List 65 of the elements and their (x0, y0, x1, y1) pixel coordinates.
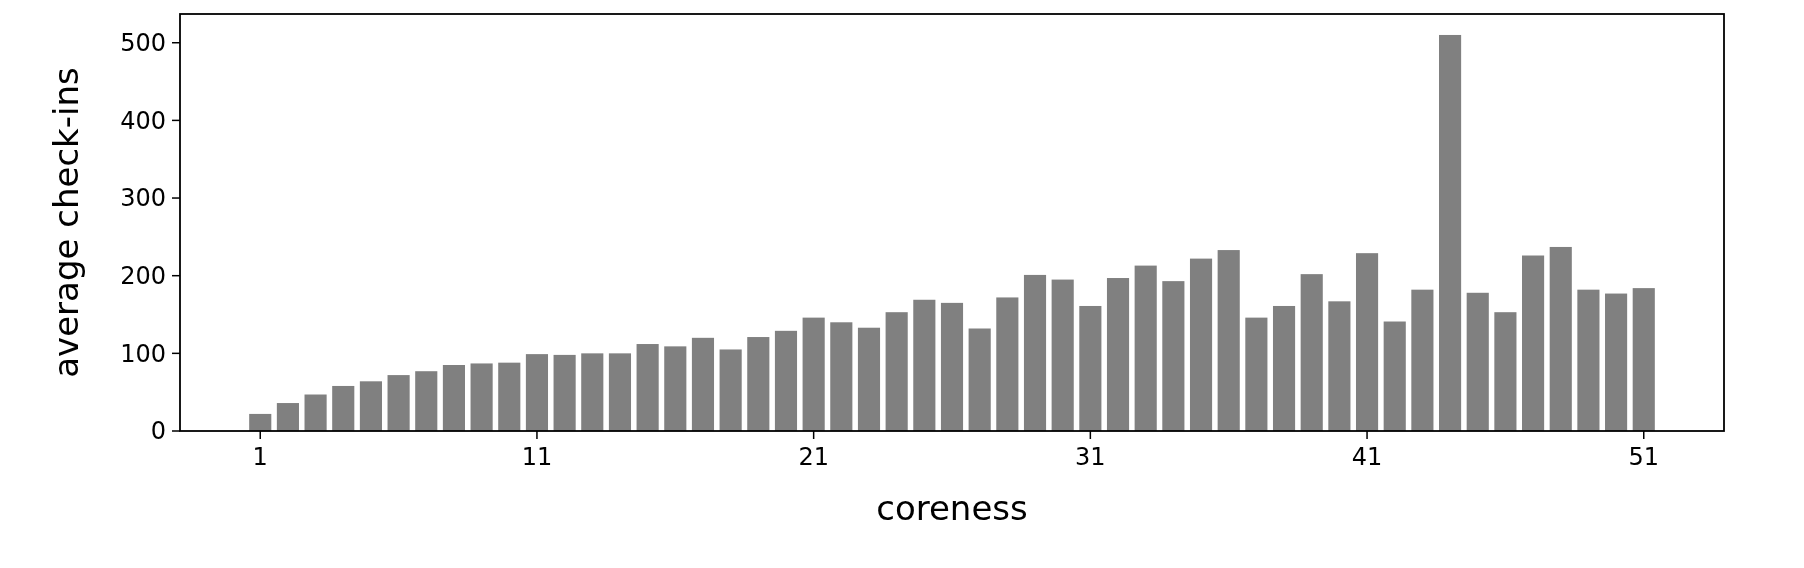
bar (1632, 288, 1655, 431)
y-tick-label: 0 (150, 417, 166, 446)
bar (1466, 292, 1489, 431)
bar (1079, 305, 1102, 431)
bar (1383, 321, 1406, 431)
bar (885, 312, 908, 431)
y-tick-label: 100 (120, 339, 166, 368)
x-axis-title: coreness (876, 488, 1028, 528)
bar (664, 346, 687, 431)
bar (553, 354, 576, 431)
bar (1577, 289, 1600, 431)
bar (1300, 274, 1323, 431)
bar (747, 337, 770, 431)
bar (1134, 265, 1157, 431)
bar (1217, 250, 1240, 431)
bar (1189, 258, 1213, 431)
bar (1522, 255, 1545, 431)
y-tick-label: 500 (120, 29, 166, 58)
y-tick-label: 300 (120, 184, 166, 213)
bar (1439, 34, 1462, 431)
bar (359, 381, 382, 431)
x-tick-label: 1 (252, 443, 268, 471)
x-tick-label: 31 (1075, 443, 1106, 471)
bar (913, 299, 936, 431)
x-tick-label: 11 (521, 443, 553, 471)
x-tick-label: 51 (1628, 443, 1660, 471)
bar (968, 328, 991, 431)
bar (332, 385, 355, 431)
y-tick-label: 400 (120, 106, 166, 135)
bar (1355, 253, 1379, 431)
bar (276, 403, 299, 431)
bar (691, 337, 715, 431)
bar (608, 353, 632, 431)
bar (830, 322, 853, 431)
y-tick-label: 200 (120, 262, 166, 291)
bar (387, 375, 410, 431)
bar (1162, 281, 1185, 431)
bar (1411, 289, 1434, 431)
bar (1051, 279, 1074, 431)
bar (802, 317, 825, 431)
bar (1549, 246, 1572, 431)
bar (1245, 317, 1268, 431)
x-tick-label: 41 (1351, 443, 1383, 471)
bar (1328, 301, 1351, 431)
bar (415, 371, 438, 431)
bar (940, 302, 964, 431)
bar (498, 362, 521, 431)
bar (857, 327, 881, 431)
y-axis-title: average check-ins (46, 67, 86, 378)
bar (1272, 305, 1296, 431)
bar (1605, 293, 1628, 431)
bar (774, 330, 798, 431)
bar (1494, 312, 1517, 431)
bar (1023, 274, 1047, 431)
bar (636, 344, 659, 431)
bar (581, 353, 604, 431)
bar (442, 364, 465, 431)
x-tick-label: 21 (798, 443, 829, 471)
bar (470, 363, 493, 431)
bar (249, 413, 272, 431)
bar (304, 394, 327, 431)
bar (1106, 278, 1130, 431)
bar (719, 349, 742, 431)
bar (525, 354, 549, 431)
bar (996, 297, 1019, 431)
